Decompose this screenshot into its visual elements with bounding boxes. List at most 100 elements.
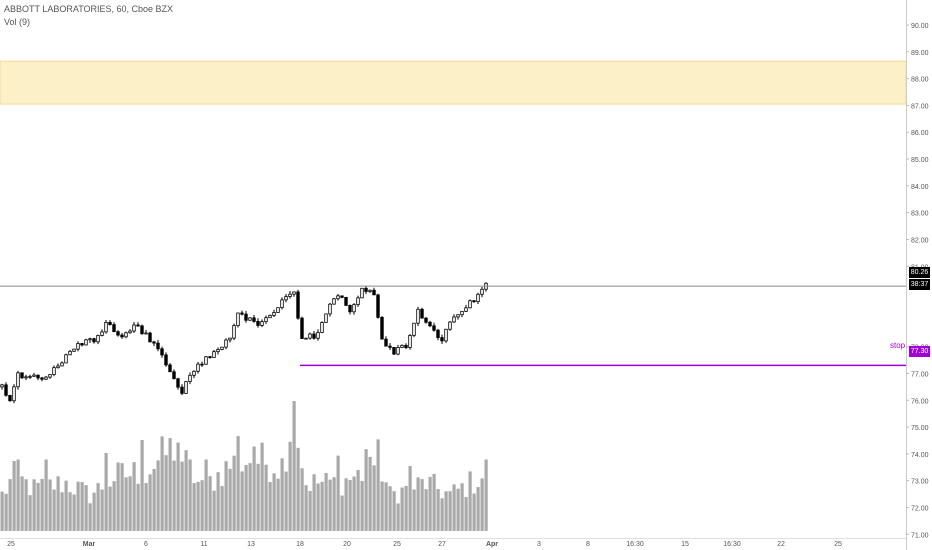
volume-bar xyxy=(8,479,12,531)
candle-body xyxy=(120,334,124,338)
volume-bar xyxy=(364,449,368,531)
volume-bar xyxy=(340,495,344,531)
candle-body xyxy=(388,345,392,348)
volume-bar xyxy=(224,461,228,531)
candle-body xyxy=(264,317,268,323)
volume-bar xyxy=(460,483,464,531)
volume-bar xyxy=(124,477,128,531)
y-tick-label: 76.00 xyxy=(911,398,929,405)
candle-body xyxy=(184,381,188,394)
volume-bar xyxy=(104,453,108,531)
volume-bar xyxy=(468,471,472,531)
candle-body xyxy=(372,289,376,296)
candle-body xyxy=(348,304,352,313)
candle-body xyxy=(48,374,52,378)
candle-body xyxy=(352,304,356,313)
resistance-zone xyxy=(0,60,907,105)
volume-bar xyxy=(108,486,112,531)
volume-bar xyxy=(144,483,148,531)
volume-bar xyxy=(36,482,40,531)
candle-body xyxy=(400,344,404,348)
volume-bar xyxy=(216,472,220,531)
volume-bar xyxy=(156,460,160,531)
candle-body xyxy=(208,356,212,359)
volume-bar xyxy=(220,486,224,531)
candle-body xyxy=(224,339,228,348)
candle-body xyxy=(140,325,144,335)
x-tick-label: 27 xyxy=(438,541,446,548)
x-tick-label: 16:30 xyxy=(723,541,741,548)
candle-body xyxy=(36,374,40,379)
candle-body xyxy=(308,333,312,339)
volume-bar xyxy=(464,497,468,531)
candle-body xyxy=(256,321,260,326)
y-tick-label: 89.00 xyxy=(911,50,929,57)
volume-bar xyxy=(96,483,100,531)
volume-bar xyxy=(336,455,340,531)
volume-bar xyxy=(172,460,176,531)
volume-bar xyxy=(320,481,324,531)
volume-bar xyxy=(284,471,288,531)
candle-body xyxy=(216,349,220,353)
volume-bar xyxy=(92,492,96,531)
candle-body xyxy=(44,376,48,380)
volume-bar xyxy=(164,455,168,531)
candle-body xyxy=(88,338,92,341)
volume-bar xyxy=(392,491,396,531)
y-tick-label: 88.00 xyxy=(911,77,929,84)
volume-bar xyxy=(328,479,332,531)
candle-body xyxy=(16,372,20,388)
stop-label: stop xyxy=(890,341,906,350)
candle-body xyxy=(112,324,116,333)
volume-bar xyxy=(440,498,444,531)
volume-bar xyxy=(140,440,144,531)
volume-bar xyxy=(40,478,44,531)
volume-bar xyxy=(228,468,232,531)
candle-body xyxy=(84,339,88,346)
candle-body xyxy=(96,335,100,343)
volume-bar xyxy=(268,482,272,531)
candle-body xyxy=(240,312,244,315)
volume-bar xyxy=(480,478,484,531)
candle-body xyxy=(28,375,32,378)
candle-body xyxy=(52,367,56,375)
volume-bar xyxy=(276,478,280,531)
candle-body xyxy=(384,338,388,347)
y-tick-label: 86.00 xyxy=(911,130,929,137)
volume-bar xyxy=(28,495,32,531)
volume-bar xyxy=(368,456,372,531)
candle-body xyxy=(204,356,208,365)
volume-bar xyxy=(188,459,192,531)
candle-body xyxy=(56,365,60,369)
candle-body xyxy=(396,347,400,355)
volume-bar xyxy=(436,489,440,531)
candle-body xyxy=(232,325,236,339)
candle-body xyxy=(260,321,264,326)
candle-body xyxy=(124,332,128,338)
candle-body xyxy=(8,394,12,402)
y-tick-label: 85.00 xyxy=(911,157,929,164)
x-tick-label: 8 xyxy=(586,541,590,548)
candle-body xyxy=(480,288,484,295)
candle-body xyxy=(156,342,160,350)
candle-body xyxy=(424,317,428,323)
volume-bar xyxy=(304,485,308,531)
volume-bar xyxy=(212,490,216,531)
candle-body xyxy=(404,344,408,349)
volume-bar xyxy=(380,481,384,531)
volume-bar xyxy=(356,469,360,531)
candle-body xyxy=(300,317,304,339)
volume-bar xyxy=(360,480,364,531)
candle-body xyxy=(248,317,252,321)
candle-body xyxy=(236,312,240,327)
volume-indicator-label: Vol (9) xyxy=(4,17,31,27)
candle-body xyxy=(164,354,168,366)
volume-bar xyxy=(400,487,404,531)
candle-body xyxy=(336,295,340,300)
volume-bar xyxy=(484,459,488,531)
candle-body xyxy=(324,313,328,323)
y-tick-label: 83.00 xyxy=(911,211,929,218)
candle-body xyxy=(268,314,272,319)
candle-body xyxy=(344,296,348,306)
candle-body xyxy=(200,363,204,366)
